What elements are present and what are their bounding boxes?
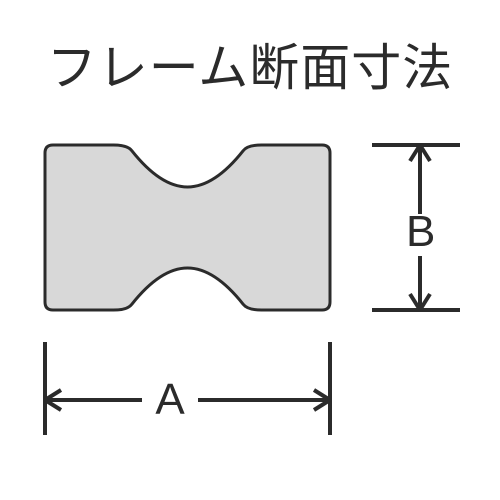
frame-cross-section-shape [45, 145, 330, 310]
dimension-b-label: B [406, 207, 435, 256]
dimension-a [45, 342, 330, 435]
cross-section-diagram: A B [0, 0, 500, 500]
dimension-a-label: A [155, 375, 185, 424]
